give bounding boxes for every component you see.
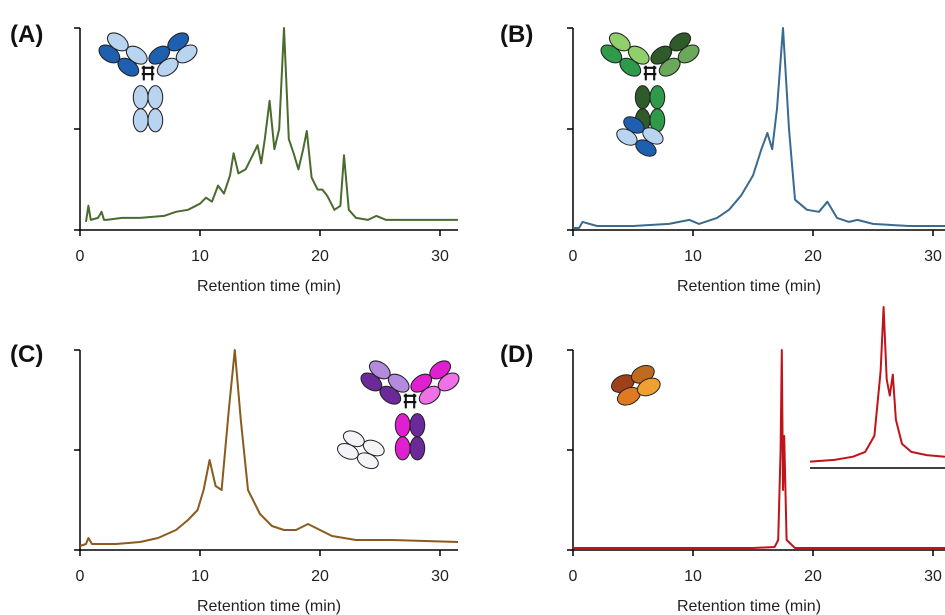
x-tick-label: 20 xyxy=(804,568,822,585)
x-axis-label: Retention time (min) xyxy=(677,598,821,615)
x-tick-label: 20 xyxy=(804,248,822,265)
domain xyxy=(132,85,149,110)
domain xyxy=(356,452,379,470)
hinge xyxy=(403,393,417,409)
hinge xyxy=(141,65,155,81)
antibody-arm xyxy=(148,32,198,77)
x-tick-label: 0 xyxy=(76,248,85,265)
domain xyxy=(368,360,391,380)
x-tick-label: 30 xyxy=(924,248,942,265)
domain xyxy=(394,413,411,438)
domain xyxy=(409,436,426,461)
antibody-arm xyxy=(650,32,700,77)
domain xyxy=(409,413,426,438)
x-axis-label: Retention time (min) xyxy=(197,278,341,295)
domain xyxy=(677,44,700,64)
antibody-icon xyxy=(360,360,460,461)
antibody-arm xyxy=(410,360,460,405)
domain xyxy=(175,44,198,64)
trace xyxy=(573,349,945,549)
antibody-arm xyxy=(360,360,410,405)
antibody-stem xyxy=(394,413,426,461)
trace xyxy=(809,306,945,463)
trace xyxy=(573,27,945,229)
domain xyxy=(147,85,164,110)
hinge xyxy=(643,65,657,81)
x-tick-label: 0 xyxy=(569,248,578,265)
x-tick-label: 30 xyxy=(924,568,942,585)
domain xyxy=(437,372,460,392)
domain xyxy=(106,32,129,52)
x-tick-label: 30 xyxy=(431,248,449,265)
antibody-icon xyxy=(98,32,198,133)
panel-title: (C) xyxy=(10,341,43,368)
x-tick-label: 0 xyxy=(569,568,578,585)
x-tick-label: 10 xyxy=(684,568,702,585)
x-tick-label: 10 xyxy=(191,568,209,585)
trace xyxy=(85,27,458,223)
x-axis-label: Retention time (min) xyxy=(677,278,821,295)
panel-title: (A) xyxy=(10,21,43,48)
panel-title: (B) xyxy=(500,21,533,48)
antibody-arm xyxy=(98,32,148,77)
domain xyxy=(608,32,631,52)
domain xyxy=(635,139,657,157)
x-tick-label: 20 xyxy=(311,568,329,585)
domain xyxy=(649,85,666,110)
x-tick-label: 20 xyxy=(311,248,329,265)
domain xyxy=(394,436,411,461)
panel-title: (D) xyxy=(500,341,533,368)
domain xyxy=(132,108,149,133)
x-tick-label: 10 xyxy=(684,248,702,265)
x-tick-label: 0 xyxy=(76,568,85,585)
hatched-chain-icon xyxy=(337,430,385,470)
x-tick-label: 30 xyxy=(431,568,449,585)
x-axis-label: Retention time (min) xyxy=(197,598,341,615)
domain xyxy=(636,377,661,397)
trace xyxy=(79,349,459,547)
antibody-stem xyxy=(132,85,164,133)
antibody-icon xyxy=(600,32,700,133)
x-tick-label: 10 xyxy=(191,248,209,265)
fab-icon xyxy=(611,364,661,406)
light-chain-icon xyxy=(616,116,664,157)
domain xyxy=(147,108,164,133)
domain xyxy=(634,85,651,110)
antibody-arm xyxy=(600,32,650,77)
